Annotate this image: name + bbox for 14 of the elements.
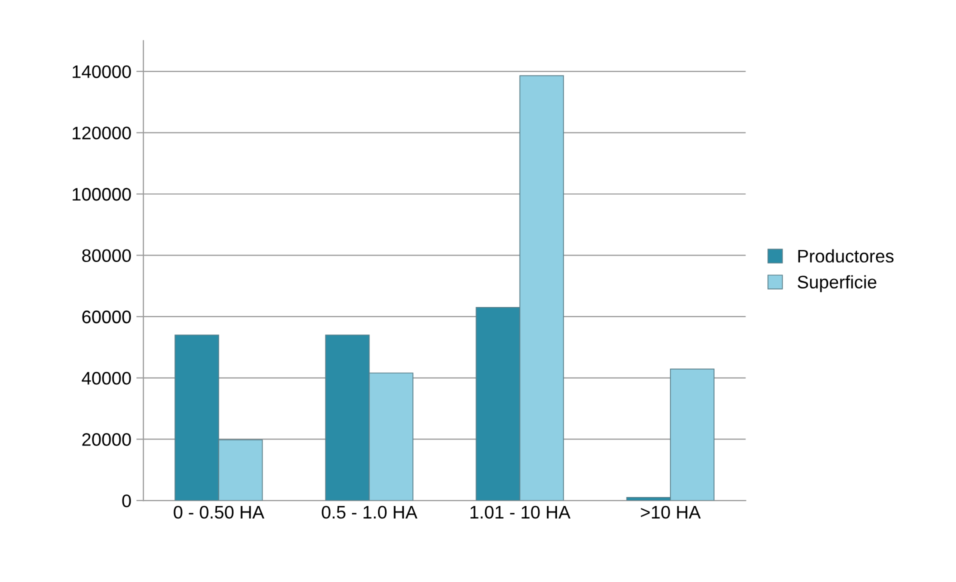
x-tick-label: 0 - 0.50 HA [174, 506, 264, 519]
y-tick-label: 140000 [72, 65, 131, 78]
y-tick-label: 40000 [82, 372, 131, 385]
y-tick-label: 100000 [72, 188, 131, 201]
y-tick-label: 60000 [82, 310, 131, 324]
y-tick-label: 20000 [82, 433, 131, 446]
y-tick-label: 120000 [72, 126, 131, 140]
legend-label: Superficie [798, 275, 876, 292]
x-tick-label: >10 HA [640, 506, 701, 519]
x-tick-label: 1.01 - 10 HA [470, 506, 570, 519]
y-tick-label: 80000 [82, 249, 131, 262]
y-tick-label: 0 [122, 494, 131, 508]
x-tick-label: 0.5 - 1.0 HA [322, 506, 418, 519]
legend-label: Productores [798, 249, 894, 263]
